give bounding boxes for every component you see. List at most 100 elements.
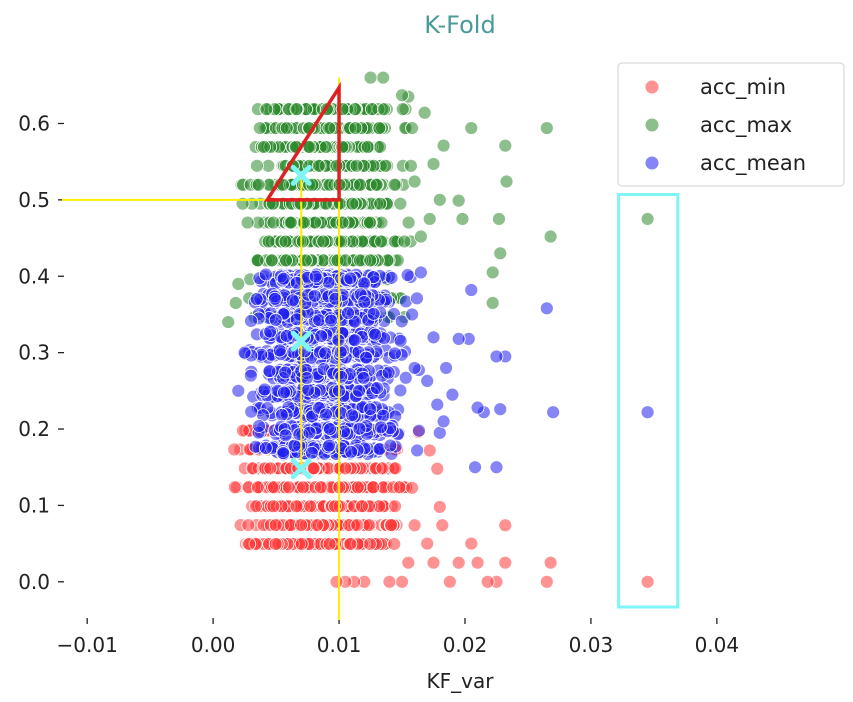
acc-min-point [387,537,402,551]
acc-min-point [442,574,457,589]
acc-max-point [417,105,432,120]
acc-max-point [372,121,387,135]
x-tick-label: 0.02 [443,633,488,657]
x-axis-ticks: −0.01 0.00 0.01 0.02 0.03 0.04 [57,618,740,657]
acc-min-point [338,461,353,476]
acc-max-point [283,215,298,230]
acc-mean-point [258,441,273,455]
acc-min-point [241,518,256,532]
acc-mean-point [393,383,408,398]
acc-mean-point [400,268,415,282]
x-tick-label: −0.01 [57,633,118,657]
acc-mean-point [279,329,294,343]
acc-max-point [377,102,391,117]
acc-mean-point [439,361,453,375]
acc-min-point [242,537,257,551]
acc-max-point [432,192,447,207]
acc-mean-point [343,271,358,286]
acc-mean-point [276,446,291,460]
chart-title: K-Fold [424,11,495,39]
acc-mean-point [489,460,504,475]
acc-max-point [289,102,304,117]
acc-mean-point [405,307,419,322]
acc-min-point [343,537,358,551]
acc-mean-point [430,397,445,412]
acc-min-point [451,555,466,570]
acc-max-point [403,158,418,173]
acc-max-point [395,102,410,117]
acc-min-point [227,442,242,457]
acc-min-point [405,480,419,495]
acc-mean-point [464,283,479,297]
y-axis-ticks: 0.00.10.20.30.40.50.6 [18,111,64,594]
acc-max-point [499,174,514,189]
acc-mean-point [546,405,561,420]
acc-mean-point [272,343,287,358]
acc-max-point [318,140,333,154]
acc-min-point [354,499,369,514]
acc-mean-point [414,265,428,280]
acc-mean-point [436,414,451,429]
acc-mean-point [341,306,355,320]
acc-max-point [393,196,408,211]
acc-max-point [240,215,255,230]
acc-max-point [231,276,246,291]
acc-max-point [414,229,428,244]
x-tick-label: 0.04 [695,633,740,657]
acc-max-point [266,215,281,230]
acc-mean-point [363,402,378,417]
acc-mean-point [314,329,329,343]
acc-mean-point [359,350,373,365]
acc-mean-point [231,383,246,398]
acc-max-point [295,234,310,249]
acc-max-point [374,234,389,249]
legend-label-acc-max: acc_max [700,113,792,138]
acc-min-point [250,480,265,495]
acc-min-point [313,480,328,495]
acc-mean-point [312,313,327,328]
acc-max-point [485,296,500,310]
acc-max-point [322,121,337,135]
acc-min-point [388,499,402,514]
acc-max-point [251,177,266,192]
acc-max-point [451,193,466,208]
acc-mean-point [249,292,264,307]
acc-mean-point [366,306,381,321]
acc-max-point [485,265,500,280]
acc-max-point [348,121,363,135]
acc-mean-point [347,333,362,348]
acc-mean-point [278,365,293,380]
acc-mean-point [345,408,360,423]
acc-mean-point [277,385,291,400]
acc-max-point [335,215,350,230]
acc-mean-point [308,269,323,284]
acc-min-point [310,518,324,532]
acc-mean-point [334,369,349,384]
y-tick-label: 0.1 [18,493,50,517]
acc-min-point [420,536,435,551]
acc-max-point [316,234,331,249]
acc-max-point [422,212,437,226]
acc-max-point [455,212,470,226]
acc-min-point [266,499,281,514]
acc-mean-point [489,349,504,364]
acc-min-point [426,555,441,570]
acc-mean-point [470,400,485,415]
acc-max-point [264,253,279,268]
acc-min-point [289,499,304,514]
acc-max-point [278,234,293,249]
acc-min-point [498,555,513,570]
y-tick-label: 0.5 [18,188,50,212]
acc-max-point [250,158,264,173]
legend-label-acc-min: acc_min [700,75,786,100]
acc-mean-point [275,408,289,422]
acc-min-point [322,537,337,551]
acc-max-point [338,253,353,268]
acc-min-point [248,499,263,514]
acc-mean-point [451,331,466,346]
x-tick-label: 0.03 [569,633,614,657]
acc-max-point [464,121,479,135]
acc-mean-point [381,365,396,380]
acc-mean-point [285,293,300,308]
acc-min-point [382,574,397,589]
